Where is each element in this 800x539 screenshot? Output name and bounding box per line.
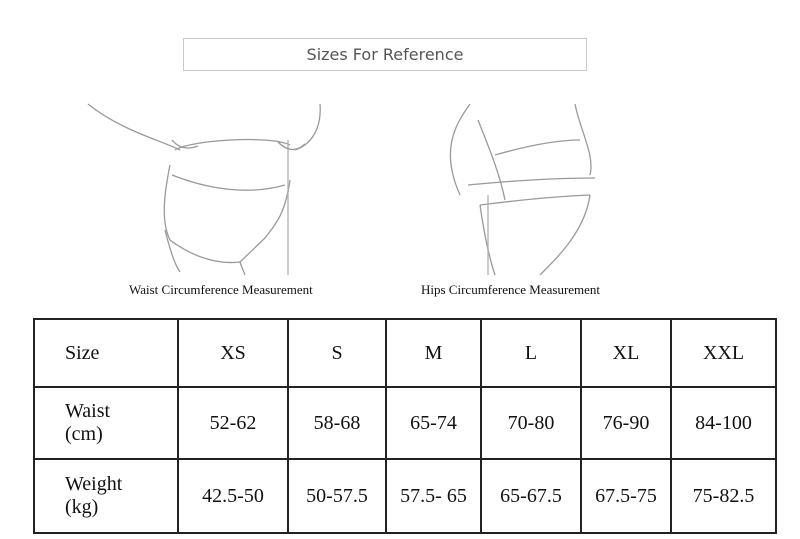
cell-line: Weight (65, 473, 123, 495)
row-header: Size (33, 318, 179, 388)
figure-caption: Hips Circumference Measurement (421, 282, 601, 297)
waist-figure (87, 103, 321, 276)
size-range: 58-68 (287, 386, 387, 460)
size-range: 76-90 (580, 386, 672, 460)
cell-line: (kg) (65, 496, 99, 518)
size-range: 70-80 (480, 386, 582, 460)
size-range: 52-62 (177, 386, 289, 460)
table-row: Waist (cm) 52-62 58-68 65-74 70-80 76-90 84-100 (33, 386, 777, 460)
table-row: Size XS S M L XL XXL (33, 318, 777, 388)
cell-line: Waist (65, 400, 111, 422)
row-header: Weight (kg) (33, 458, 179, 534)
figure-caption: Waist Circumference Measurement (129, 282, 313, 297)
cell-line: (cm) (65, 423, 103, 445)
size-range: 84-100 (670, 386, 777, 460)
title-box: Sizes For Reference (183, 38, 587, 71)
size-range: 75-82.5 (670, 458, 777, 534)
hips-figure (449, 103, 596, 276)
size-range: 50-57.5 (287, 458, 387, 534)
illustrations (87, 103, 596, 276)
size-label: L (480, 318, 582, 388)
size-range: 57.5- 65 (385, 458, 482, 534)
size-label: XL (580, 318, 672, 388)
table-row: Weight (kg) 42.5-50 50-57.5 57.5- 65 65-67.5 6… (33, 458, 777, 534)
size-label: XS (177, 318, 289, 388)
size-label: M (385, 318, 482, 388)
row-header: Waist (cm) (33, 386, 179, 460)
size-label: S (287, 318, 387, 388)
size-range: 65-74 (385, 386, 482, 460)
size-range: 65-67.5 (480, 458, 582, 534)
size-table: Size XS S M L XL XXL Waist (cm) 52-62 58-68 65-74 70… (33, 318, 777, 534)
size-label: XXL (670, 318, 777, 388)
cell-line: Size (65, 341, 100, 364)
size-range: 67.5-75 (580, 458, 672, 534)
size-range: 42.5-50 (177, 458, 289, 534)
